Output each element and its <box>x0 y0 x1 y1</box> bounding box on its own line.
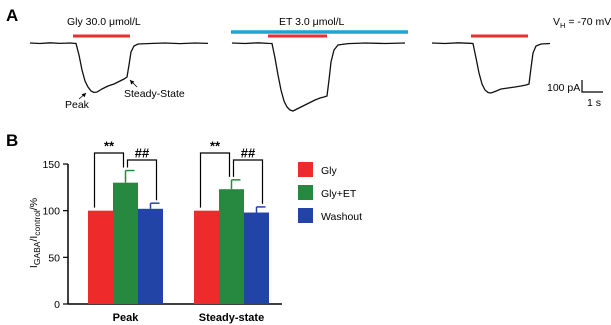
y-axis-label: IGABA/Icontrol/% <box>28 198 42 268</box>
legend: Gly Gly+ET Washout <box>298 162 362 223</box>
peak-arrow-head <box>81 93 86 98</box>
et-concentration-label: ET 3.0 μmol/L <box>279 16 345 28</box>
significance-bracket <box>126 159 158 201</box>
y-tick-label: 0 <box>54 299 60 311</box>
scale-current-label: 100 pA <box>547 82 580 94</box>
y-tick-label: 50 <box>48 252 60 264</box>
bar-washout-peak <box>138 208 163 304</box>
legend-swatch <box>298 208 313 223</box>
error-bars <box>124 169 266 213</box>
category-label: Steady-state <box>199 312 264 324</box>
gly-concentration-label: Gly 30.0 μmol/L <box>67 16 141 28</box>
peak-annotation: Peak <box>65 99 90 111</box>
legend-label: Washout <box>321 211 362 223</box>
significance-brackets: ** ## ** ## <box>93 139 264 208</box>
significance-mark: ** <box>104 139 115 154</box>
scale-time-label: 1 s <box>587 97 601 109</box>
bar-group <box>88 182 269 304</box>
scale-bar <box>581 80 603 93</box>
steady-state-arrow-head <box>130 80 135 85</box>
bar-washout-steady-state <box>244 212 269 304</box>
legend-label: Gly+ET <box>321 188 357 200</box>
bar-gly-et-peak <box>113 182 138 304</box>
y-tick-label: 150 <box>42 159 60 171</box>
current-trace-with-et <box>231 42 406 112</box>
bar-gly-peak <box>88 210 113 304</box>
bar-gly-steady-state <box>194 210 219 304</box>
bar-gly-et-steady-state <box>219 189 244 304</box>
significance-mark: ## <box>241 146 256 161</box>
significance-mark: ** <box>210 139 221 154</box>
significance-mark: ## <box>135 146 150 161</box>
current-trace-washout <box>431 42 551 94</box>
panel-b-letter: B <box>6 131 18 150</box>
legend-swatch <box>298 162 313 177</box>
y-tick-label: 100 <box>42 206 60 218</box>
significance-bracket <box>199 152 231 208</box>
legend-label: Gly <box>321 165 338 177</box>
holding-potential-label: VH = -70 mV <box>553 16 611 30</box>
steady-state-annotation: Steady-State <box>124 88 185 100</box>
category-label: Peak <box>113 312 140 324</box>
significance-bracket <box>93 152 125 208</box>
panel-a-letter: A <box>6 6 18 25</box>
significance-bracket <box>232 159 264 204</box>
current-trace-control <box>29 42 209 94</box>
legend-swatch <box>298 185 313 200</box>
category-labels: Peak Steady-state <box>113 312 265 324</box>
